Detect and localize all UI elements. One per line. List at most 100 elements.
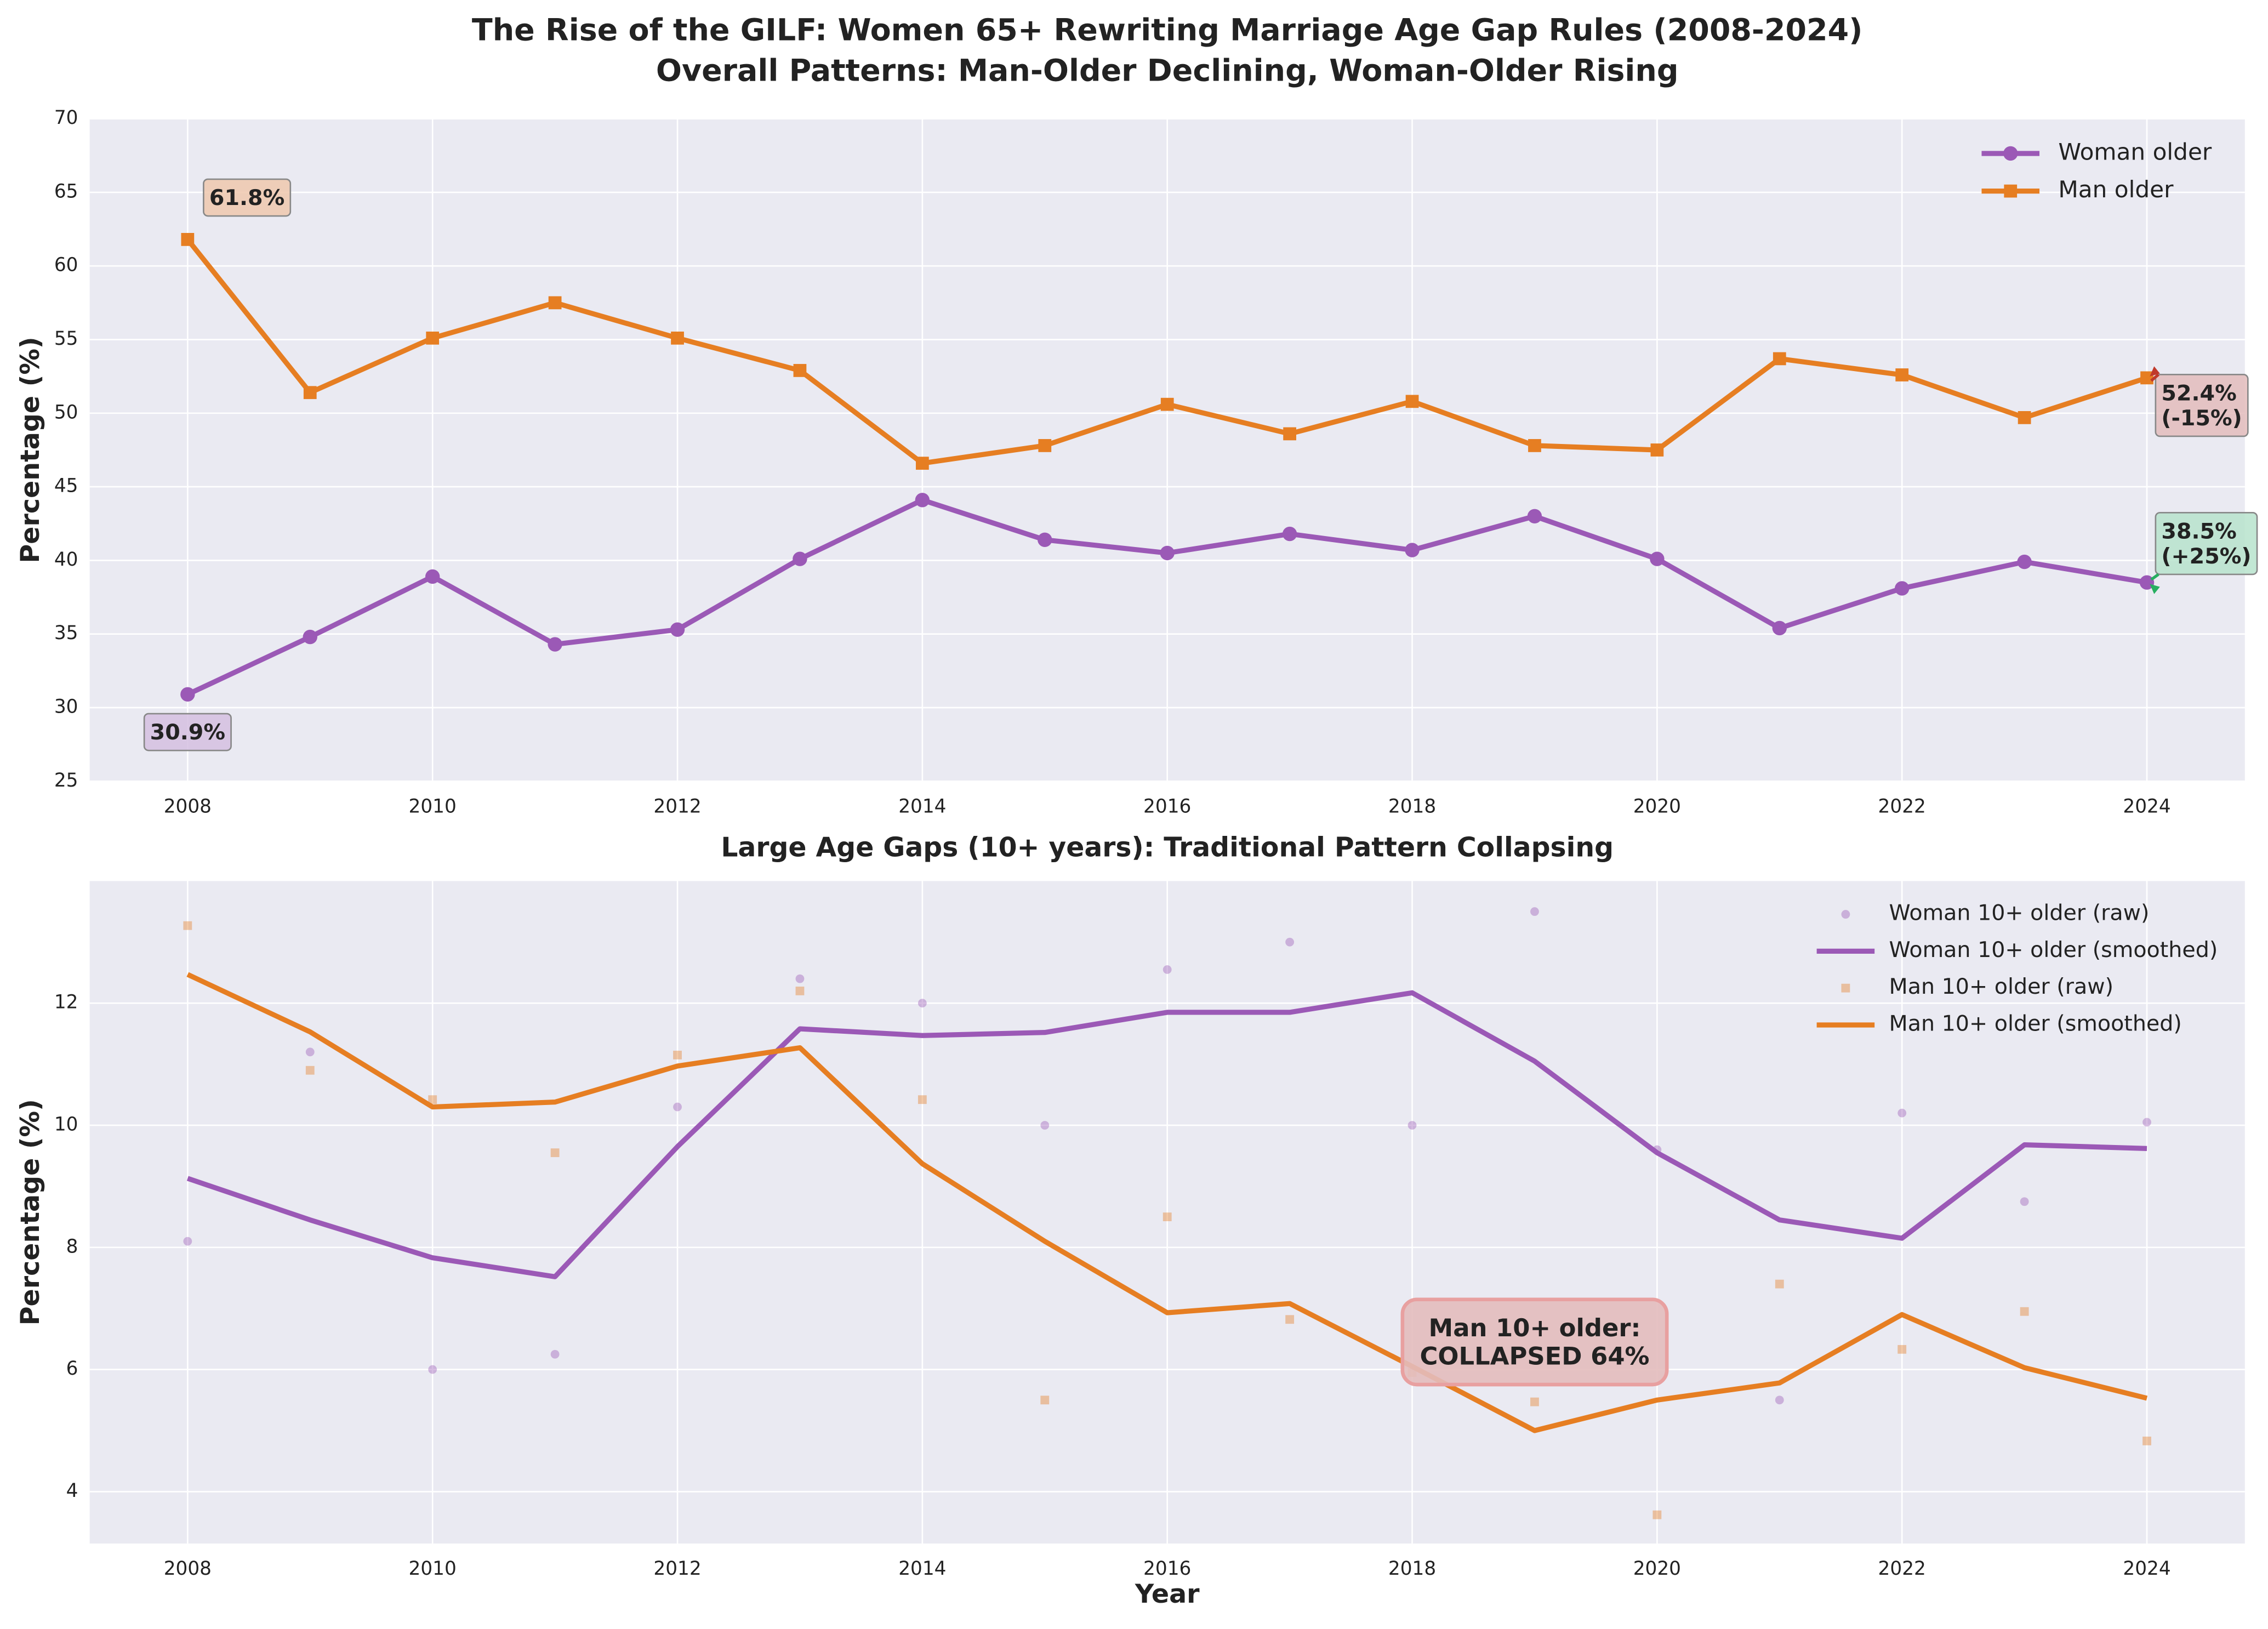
data-point — [183, 921, 192, 930]
x-tick-label: 2008 — [164, 795, 212, 817]
legend-label: Man older — [2058, 176, 2174, 203]
legend-label: Man 10+ older (raw) — [1889, 974, 2113, 999]
annotation-line: (+25%) — [2161, 543, 2251, 568]
y-tick-label: 65 — [54, 180, 78, 202]
data-point — [2018, 411, 2031, 424]
chart-title: The Rise of the GILF: Women 65+ Rewritin… — [472, 13, 1863, 48]
data-point — [1160, 545, 1175, 561]
y-tick-label: 4 — [66, 1480, 78, 1502]
y-tick-label: 12 — [54, 992, 78, 1013]
data-point — [428, 1095, 437, 1104]
x-tick-label: 2024 — [2123, 1558, 2170, 1580]
y-tick-label: 60 — [54, 254, 78, 276]
data-point — [1283, 427, 1296, 441]
chart-title: Large Age Gaps (10+ years): Traditional … — [721, 831, 1614, 863]
data-point — [550, 1148, 560, 1158]
y-tick-label: 45 — [54, 475, 78, 497]
data-point — [1650, 443, 1664, 457]
y-axis-label: Percentage (%) — [15, 1099, 45, 1325]
y-tick-label: 30 — [54, 696, 78, 718]
data-point — [673, 1050, 682, 1060]
data-point — [1163, 1212, 1172, 1222]
annotation-box — [203, 178, 292, 217]
data-point — [1775, 1279, 1784, 1289]
y-tick-label: 50 — [54, 401, 78, 423]
annotation-text: Man 10+ older: COLLAPSED 64% — [1420, 1313, 1650, 1371]
annotation-line: 30.9% — [150, 720, 225, 745]
data-point — [1897, 1345, 1907, 1354]
annotation-box — [143, 713, 232, 751]
data-point — [1772, 620, 1787, 636]
data-point — [2020, 1307, 2029, 1316]
legend-label: Woman 10+ older (raw) — [1889, 901, 2150, 926]
y-tick-label: 55 — [54, 328, 78, 350]
legend-marker — [2003, 146, 2018, 161]
annotation-line: 38.5% — [2161, 519, 2236, 544]
annotation-arrow — [2150, 573, 2159, 581]
data-point — [425, 569, 440, 584]
data-point — [181, 232, 195, 246]
data-point — [918, 1095, 927, 1104]
data-point — [670, 622, 685, 637]
x-tick-label: 2024 — [2123, 795, 2170, 817]
annotation-line: 52.4% — [2161, 380, 2236, 406]
data-point — [2140, 371, 2153, 385]
x-tick-label: 2014 — [898, 1558, 946, 1580]
data-point — [2142, 1437, 2151, 1445]
data-point — [673, 1102, 682, 1112]
data-point — [1530, 1397, 1539, 1406]
data-point — [1038, 532, 1052, 548]
data-point — [1163, 965, 1172, 974]
data-point — [1040, 1121, 1050, 1130]
annotation-box — [2155, 511, 2258, 576]
legend-marker — [1841, 910, 1850, 919]
x-tick-label: 2012 — [653, 795, 701, 817]
y-tick-label: 40 — [54, 549, 78, 571]
data-point — [1160, 397, 1174, 411]
data-point — [1530, 907, 1539, 916]
x-tick-label: 2020 — [1633, 1558, 1681, 1580]
data-point — [305, 1047, 315, 1057]
x-tick-label: 2008 — [164, 1558, 212, 1580]
annotation-text: 52.4% (-15%) — [2161, 380, 2242, 431]
data-point — [303, 629, 317, 645]
x-tick-label: 2012 — [653, 1558, 701, 1580]
data-point — [1405, 395, 1419, 408]
data-point — [2017, 554, 2032, 569]
data-point — [2139, 575, 2155, 590]
data-point — [1407, 1121, 1417, 1130]
data-point — [795, 974, 805, 983]
data-point — [1895, 368, 1909, 381]
y-tick-label: 25 — [54, 770, 78, 791]
data-point — [918, 999, 927, 1008]
data-point — [1652, 1510, 1662, 1519]
y-tick-label: 70 — [54, 107, 78, 129]
data-point — [1775, 1396, 1784, 1405]
y-tick-label: 35 — [54, 622, 78, 644]
data-point — [1405, 543, 1420, 557]
data-point — [795, 986, 805, 995]
annotation-arrow — [2150, 373, 2159, 382]
data-point — [915, 493, 930, 508]
x-tick-label: 2014 — [898, 795, 946, 817]
x-tick-label: 2010 — [409, 795, 457, 817]
data-point — [548, 296, 562, 310]
annotation-text: 30.9% — [150, 720, 225, 745]
x-tick-label: 2022 — [1878, 795, 1926, 817]
y-axis-label: Percentage (%) — [15, 337, 45, 563]
data-point — [426, 331, 440, 345]
legend-marker — [1841, 983, 1850, 993]
x-tick-label: 2018 — [1388, 795, 1436, 817]
x-tick-label: 2010 — [409, 1558, 457, 1580]
legend-label: Woman older — [2058, 138, 2212, 165]
data-point — [1282, 526, 1297, 542]
data-point — [1285, 1315, 1295, 1324]
annotation-text: 61.8% — [209, 185, 284, 210]
data-point — [180, 687, 195, 702]
data-point — [2020, 1197, 2029, 1206]
x-tick-label: 2020 — [1633, 795, 1681, 817]
data-point — [1040, 1396, 1050, 1405]
series-line — [186, 972, 2148, 1433]
